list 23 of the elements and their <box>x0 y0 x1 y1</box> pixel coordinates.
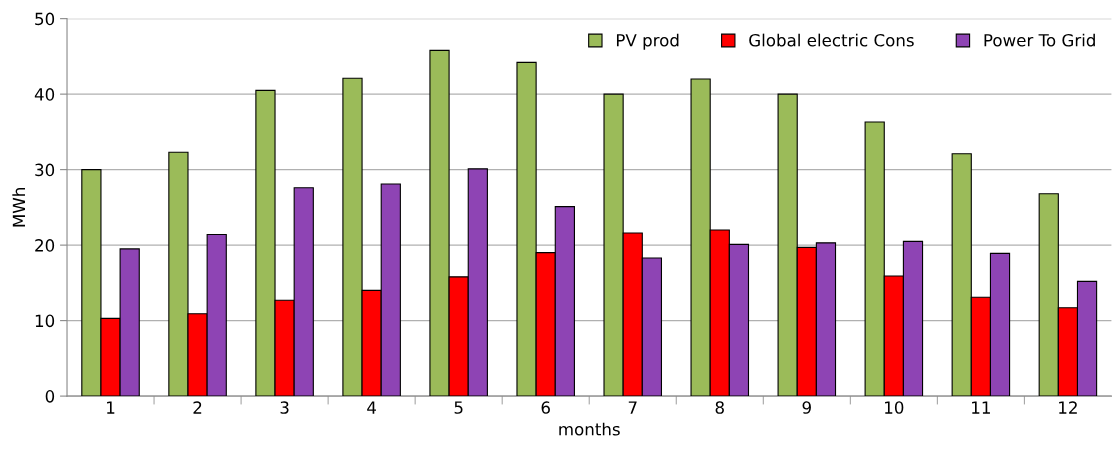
x-tick-label: 6 <box>541 401 550 414</box>
x-tick-label: 5 <box>454 401 463 414</box>
x-tick-label: 1 <box>107 401 115 414</box>
y-tick-label: 10 <box>35 314 55 328</box>
x-tick-label: 2 <box>193 401 202 414</box>
y-axis-title: MWh <box>12 188 25 227</box>
y-tick-label: 20 <box>35 239 55 252</box>
x-tick-label: 12 <box>1059 401 1077 414</box>
legend-label: Power To Grid <box>984 33 1095 47</box>
x-tick-label: 9 <box>802 401 811 414</box>
x-tick-label: 11 <box>972 401 990 414</box>
x-tick-label: 4 <box>367 401 376 414</box>
x-tick-label: 7 <box>628 401 637 414</box>
x-tick-label: 3 <box>280 401 289 414</box>
x-tick-label: 10 <box>885 401 904 414</box>
y-tick-label: 30 <box>35 163 55 177</box>
legend-label: Global electric Cons <box>749 33 914 47</box>
legend-label: PV prod <box>616 33 679 50</box>
y-tick-label: 40 <box>34 88 55 101</box>
y-tick-label: 50 <box>35 12 55 26</box>
y-tick-label: 0 <box>45 390 55 403</box>
x-axis-title: months <box>559 422 620 436</box>
x-tick-label: 8 <box>715 401 724 414</box>
